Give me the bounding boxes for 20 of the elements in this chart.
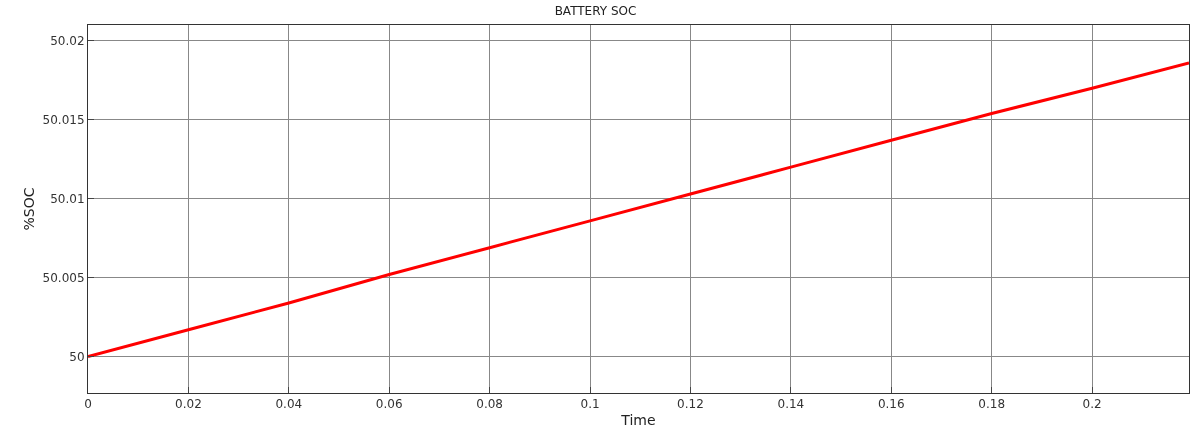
- y-axis-title: %SOC: [21, 187, 38, 231]
- x-tick-label: 0.18: [978, 397, 1006, 412]
- y-tick-label: 50.02: [50, 33, 85, 48]
- x-tick-label: 0.04: [275, 397, 303, 412]
- x-tick-label: 0.16: [877, 397, 905, 412]
- line-series: [88, 61, 1189, 359]
- y-tick-label: 50.01: [50, 191, 85, 206]
- x-tick-label: 0.12: [677, 397, 704, 412]
- y-tick-label: 50.015: [42, 112, 85, 127]
- x-tick-label: 0: [84, 397, 92, 412]
- x-tick-label: 0.08: [476, 397, 503, 412]
- y-tick-label: 50.005: [42, 270, 85, 285]
- x-tick-label: 0.1: [580, 397, 600, 412]
- x-tick-label: 0.06: [375, 397, 403, 412]
- x-tick-label: 0.2: [1082, 397, 1102, 412]
- chart-title: BATTERY SOC: [554, 3, 637, 18]
- x-tick-label: 0.14: [777, 397, 805, 412]
- y-tick-label: 50: [69, 349, 85, 364]
- x-axis-title: Time: [620, 411, 656, 428]
- x-tick-label: 0.02: [175, 397, 202, 412]
